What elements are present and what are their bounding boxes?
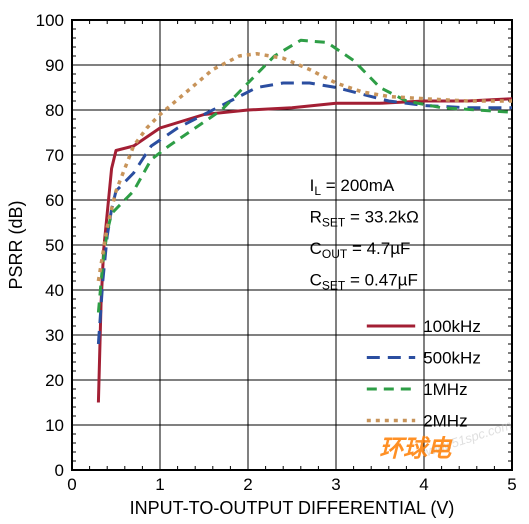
xtick-label: 4 <box>419 475 428 494</box>
xtick-label: 3 <box>331 475 340 494</box>
ytick-label: 60 <box>45 191 64 210</box>
ytick-label: 10 <box>45 416 64 435</box>
ytick-label: 50 <box>45 236 64 255</box>
ytick-label: 30 <box>45 326 64 345</box>
legend-label-1MHz: 1MHz <box>423 380 467 399</box>
ytick-label: 70 <box>45 146 64 165</box>
xtick-label: 0 <box>67 475 76 494</box>
chart-svg: 0123450102030405060708090100PSRR (dB)INP… <box>0 0 529 524</box>
psrr-chart: 0123450102030405060708090100PSRR (dB)INP… <box>0 0 529 524</box>
legend-label-500kHz: 500kHz <box>423 349 481 368</box>
watermark-text: 环球电 <box>379 436 453 463</box>
xtick-label: 5 <box>507 475 516 494</box>
legend-label-2MHz: 2MHz <box>423 412 467 431</box>
condition-text: IL = 200mA <box>310 176 395 198</box>
xtick-label: 2 <box>243 475 252 494</box>
xtick-label: 1 <box>155 475 164 494</box>
ytick-label: 20 <box>45 371 64 390</box>
x-axis-label: INPUT-TO-OUTPUT DIFFERENTIAL (V) <box>130 498 455 518</box>
ytick-label: 90 <box>45 56 64 75</box>
legend-label-100kHz: 100kHz <box>423 317 481 336</box>
ytick-label: 40 <box>45 281 64 300</box>
condition-text: RSET = 33.2kΩ <box>310 208 419 230</box>
ytick-label: 0 <box>55 461 64 480</box>
condition-text: COUT = 4.7µF <box>310 239 411 261</box>
condition-text: CSET = 0.47µF <box>310 271 418 293</box>
ytick-label: 80 <box>45 101 64 120</box>
y-axis-label: PSRR (dB) <box>6 200 26 289</box>
ytick-label: 100 <box>36 11 64 30</box>
